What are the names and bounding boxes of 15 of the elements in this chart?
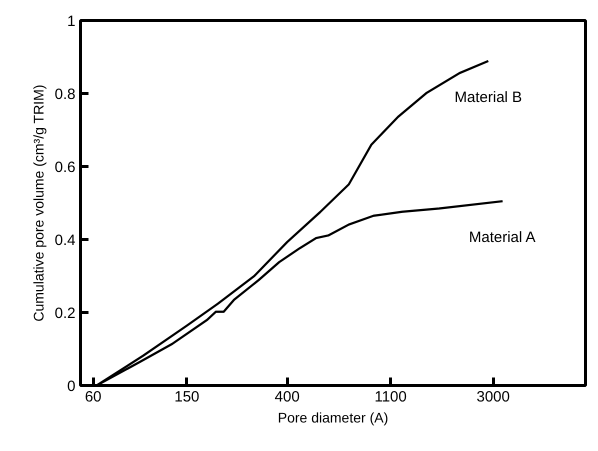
y-tick-label: 0.2 bbox=[54, 305, 76, 322]
x-axis-title: Pore diameter (A) bbox=[278, 410, 388, 426]
x-tick-label: 3000 bbox=[476, 388, 510, 406]
y-tick-label: 0 bbox=[67, 378, 76, 395]
series-label: Material B bbox=[454, 89, 522, 106]
y-axis-title: Cumulative pore volume (cm³/g TRIM) bbox=[30, 84, 47, 322]
x-tick-label: 60 bbox=[84, 388, 102, 406]
y-tick-label: 0.8 bbox=[54, 86, 76, 103]
y-tick-label: 0.6 bbox=[54, 159, 76, 176]
x-tick-label: 150 bbox=[174, 388, 200, 406]
x-tick-label: 400 bbox=[274, 388, 300, 406]
series-label: Material A bbox=[468, 229, 536, 246]
x-tick-label: 1100 bbox=[374, 388, 407, 406]
y-tick-label: 1 bbox=[67, 13, 76, 30]
y-tick-label: 0.4 bbox=[54, 232, 76, 249]
